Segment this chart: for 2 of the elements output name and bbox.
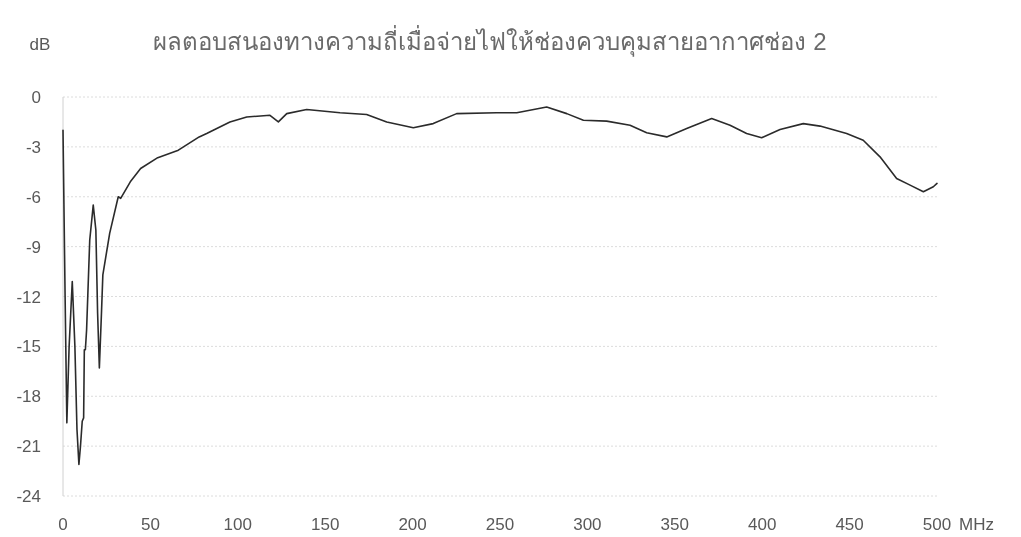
ylabel: dB (29, 35, 51, 54)
xlabel: MHz (959, 515, 994, 534)
